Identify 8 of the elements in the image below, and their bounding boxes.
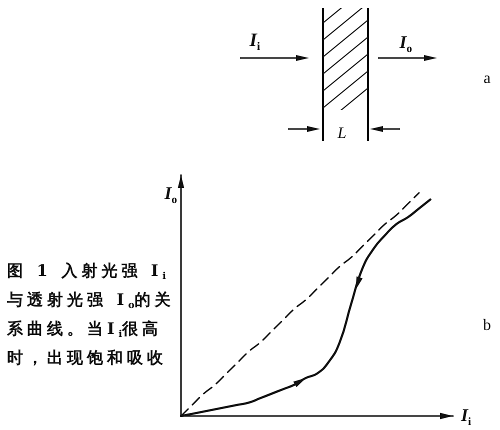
text: I$_{o}$ <box>400 32 412 56</box>
y-axis-title: I$_{o}$ <box>164 183 178 206</box>
x-axis-title: I$_{i}$ <box>461 405 472 428</box>
text: I$_{i}$ <box>250 30 260 54</box>
text: 图 1 入射光强 I$_{i}$ 与透射光强 I$_{o}$的关系曲线。当I$_{i}$很高时，出现饱和吸收 <box>7 261 174 367</box>
text: a <box>484 70 491 87</box>
text: L <box>338 125 346 142</box>
text: b <box>483 317 491 334</box>
